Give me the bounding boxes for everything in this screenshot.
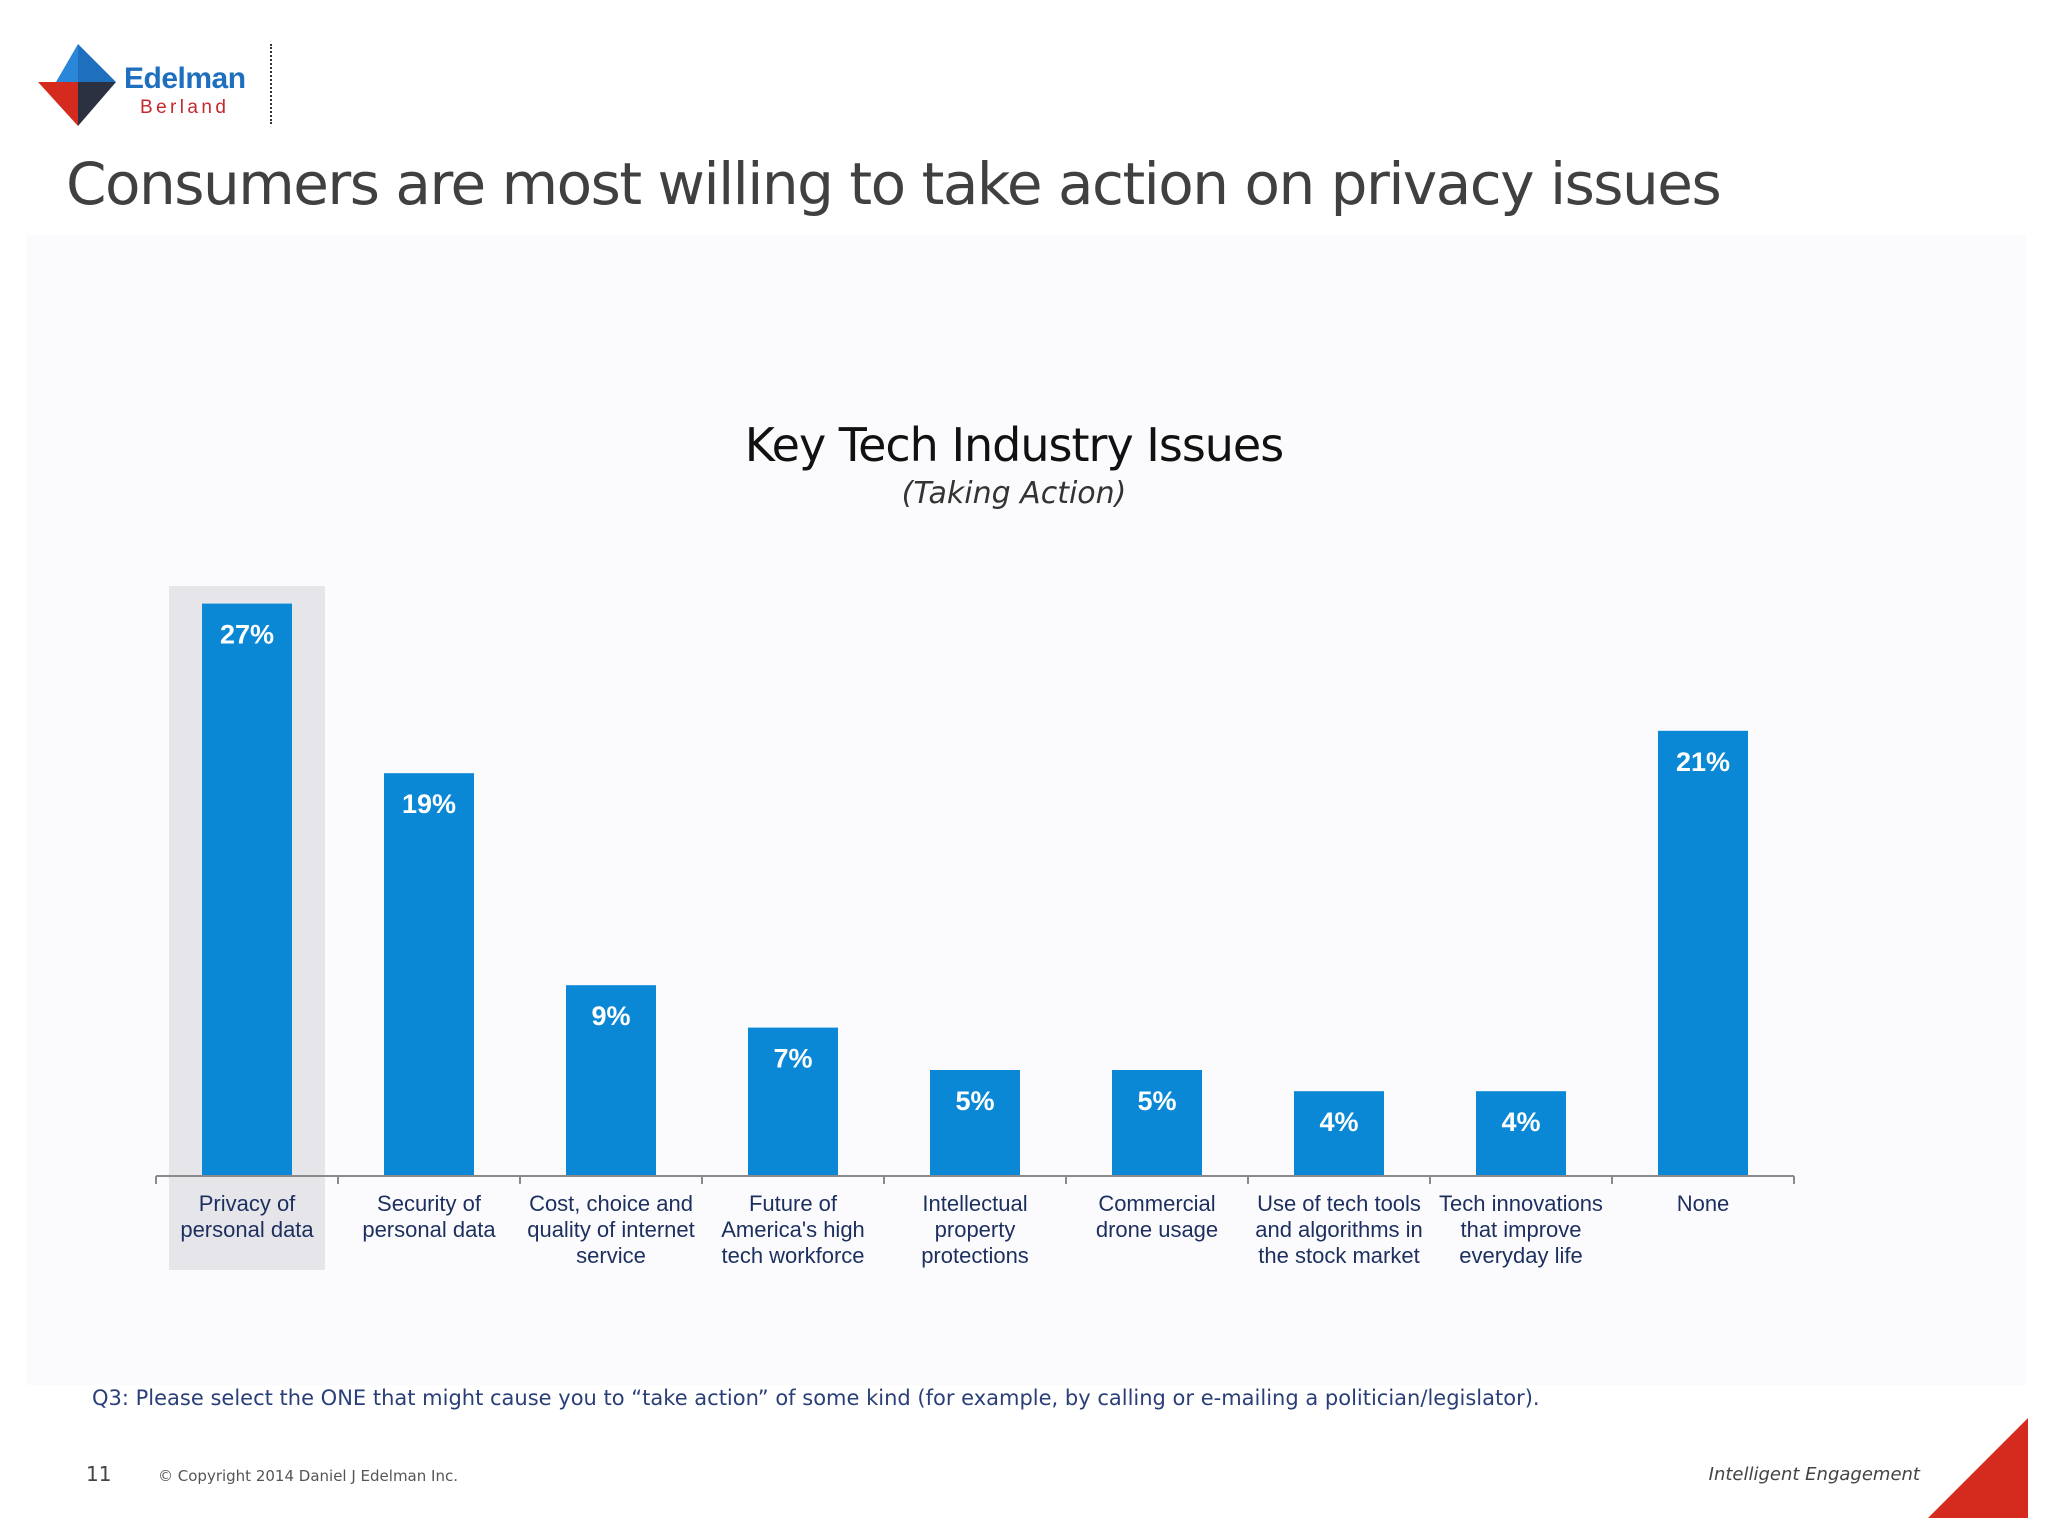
bar-value-label: 7%: [773, 1044, 812, 1074]
slide-headline: Consumers are most willing to take actio…: [66, 150, 1722, 218]
category-label: Privacy of personal data: [180, 1191, 314, 1242]
bar-value-label: 4%: [1501, 1107, 1540, 1137]
chart-title: Key Tech Industry Issues: [744, 418, 1284, 472]
bar: [1112, 1070, 1202, 1176]
logo-divider: [270, 44, 272, 124]
survey-question: Q3: Please select the ONE that might cau…: [92, 1386, 1540, 1410]
bar: [202, 603, 292, 1176]
bar-chart: 27% Privacy of personal data 19% Security of…: [155, 586, 1795, 1270]
bar-value-label: 19%: [402, 789, 456, 819]
copyright-notice: © Copyright 2014 Daniel J Edelman Inc.: [158, 1467, 458, 1485]
bar: [748, 1027, 838, 1176]
category-label: Intellectual property protections: [921, 1191, 1029, 1268]
bar-value-label: 21%: [1676, 747, 1730, 777]
chart-subtitle: (Taking Action): [901, 476, 1127, 511]
tagline: Intelligent Engagement: [1708, 1464, 1920, 1485]
bar-value-label: 9%: [591, 1001, 630, 1031]
bar: [1294, 1091, 1384, 1176]
logo-subtitle: Berland: [140, 97, 230, 118]
logo-wordmark: Edelman: [124, 62, 246, 95]
edelman-logo: Edelman Berland: [36, 42, 296, 132]
bar-value-label: 5%: [955, 1086, 994, 1116]
category-label: Future of America's high tech workforce: [721, 1191, 865, 1268]
bar-value-label: 5%: [1137, 1086, 1176, 1116]
page-number: 11: [86, 1462, 112, 1486]
category-label: Use of tech tools and algorithms in the st…: [1255, 1191, 1423, 1268]
bar: [566, 985, 656, 1176]
corner-triangle-icon: [1928, 1418, 2028, 1518]
bar: [384, 773, 474, 1176]
category-label: Tech innovations that improve everyday lif…: [1439, 1191, 1603, 1268]
logo-mark-icon: [38, 44, 116, 126]
bar-value-label: 4%: [1319, 1107, 1358, 1137]
category-label: Security of personal data: [362, 1191, 496, 1242]
bar: [930, 1070, 1020, 1176]
bar-value-label: 27%: [220, 620, 274, 650]
bar: [1476, 1091, 1566, 1176]
category-label: Cost, choice and quality of internet servi…: [527, 1191, 695, 1268]
bar: [1658, 730, 1748, 1176]
category-label: Commercial drone usage: [1096, 1191, 1218, 1242]
category-label: None: [1677, 1191, 1730, 1216]
